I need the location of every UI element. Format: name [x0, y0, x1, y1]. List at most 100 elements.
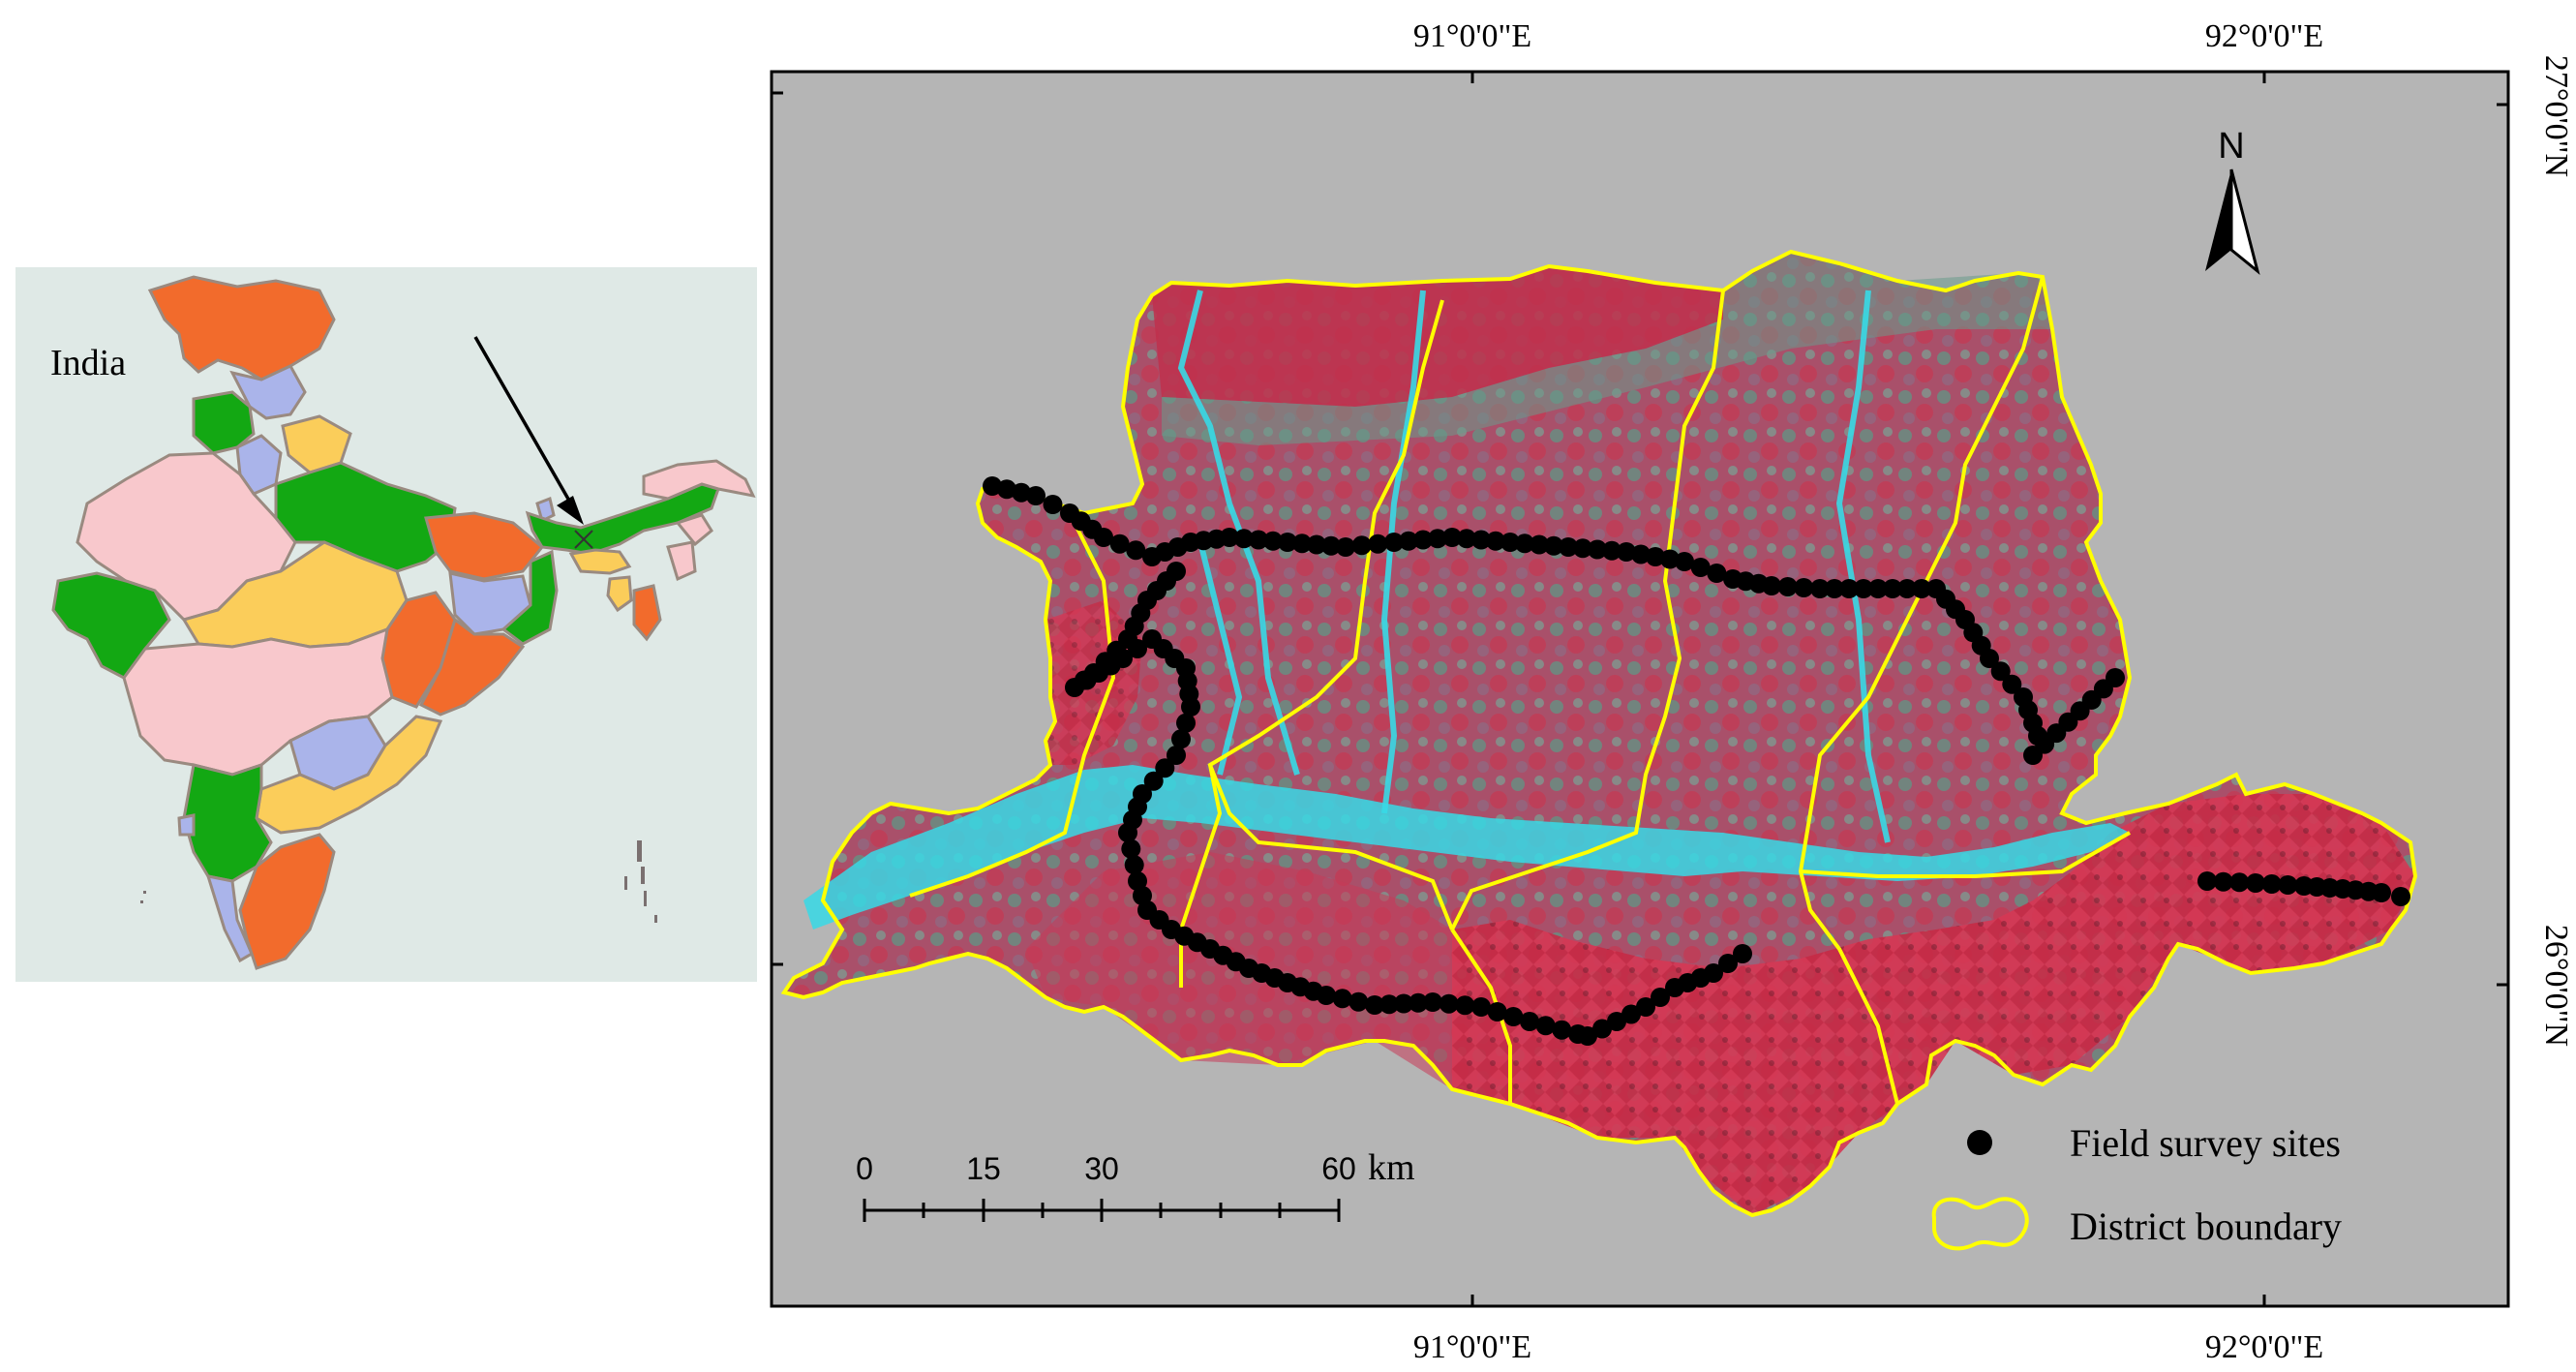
black-dot-icon [1967, 1130, 1992, 1155]
survey-site-dot [1423, 992, 1442, 1012]
survey-site-dot [1573, 538, 1592, 559]
survey-site-dot [1321, 535, 1341, 556]
scale-bar: 0 15 30 60 km [856, 1147, 1415, 1222]
northern-red-band [1152, 266, 1723, 407]
scale-tick-0: 0 [856, 1151, 873, 1186]
tributaries [1177, 290, 1891, 843]
survey-site-dot [1336, 537, 1355, 557]
survey-site-dot [2278, 875, 2298, 895]
survey-site-dot [1515, 534, 1534, 554]
state-meghalaya [568, 548, 632, 575]
survey-site-dot [1559, 537, 1578, 557]
survey-site-dot [1912, 579, 1931, 598]
survey-site-dot [1552, 1020, 1572, 1040]
survey-site-dot [1839, 579, 1859, 598]
survey-site-dot [1794, 578, 1814, 597]
survey-site-dot [1278, 533, 1297, 552]
survey-site-dot [1439, 993, 1459, 1014]
survey-site-dot [1409, 992, 1428, 1013]
state-karnataka [182, 762, 273, 883]
survey-site-dot [1854, 579, 1873, 598]
survey-site-dot [1368, 534, 1388, 554]
survey-site-dot [1535, 1016, 1556, 1036]
arrow-pointer-icon [473, 336, 584, 525]
state-bihar [424, 511, 545, 581]
survey-site-dot [2246, 873, 2265, 893]
survey-site-dot [1592, 1019, 1612, 1039]
survey-site-dot [1026, 486, 1046, 505]
survey-site-dot [1660, 549, 1680, 569]
state-andhra-pradesh [255, 715, 443, 835]
survey-site-dot [1176, 713, 1196, 733]
survey-site-dot [1607, 1012, 1626, 1031]
state-west-bengal [500, 549, 559, 646]
survey-site-dot [1234, 529, 1254, 549]
survey-site-dot [1442, 528, 1462, 547]
north-arrow-icon: N [2205, 126, 2260, 276]
survey-site-dot [1043, 495, 1063, 514]
survey-site-dot [1379, 994, 1399, 1015]
top-lon-label-92: 92°0'0"E [2205, 18, 2323, 54]
survey-site-dot [1980, 649, 1999, 668]
survey-site-dot [1500, 533, 1520, 552]
right-lat-label-26: 26°0'0"N [2538, 925, 2574, 1047]
survey-site-dot [1109, 534, 1130, 554]
survey-site-dot [1503, 1007, 1524, 1026]
survey-site-dot [2372, 883, 2391, 902]
state-goa [177, 813, 196, 837]
survey-site-dot [1777, 577, 1798, 596]
bottom-lon-label-92: 92°0'0"E [2205, 1329, 2323, 1365]
survey-site-dot [1428, 529, 1447, 549]
state-nagaland [675, 513, 713, 547]
survey-site-dot [1143, 771, 1164, 791]
survey-site-dot [1455, 995, 1475, 1016]
north-label: N [2218, 126, 2244, 167]
survey-site-dot [2197, 871, 2217, 891]
northern-teal-band [1162, 252, 2052, 445]
legend: Field survey sites District boundary [1931, 1121, 2342, 1251]
survey-site-dot [1646, 547, 1665, 566]
survey-site-dot [1486, 531, 1505, 551]
field-survey-sites [983, 476, 2410, 1046]
survey-site-dot [2391, 887, 2410, 906]
survey-site-dot [1631, 544, 1651, 564]
survey-site-dot [2002, 674, 2022, 694]
survey-site-dot [1718, 954, 1738, 973]
scale-tick-30: 30 [1084, 1151, 1119, 1186]
survey-site-dot [1471, 997, 1491, 1017]
survey-site-dot [1675, 552, 1694, 571]
axis-ticks [772, 72, 2508, 1306]
survey-site-dot [1351, 535, 1372, 556]
legend-label-district-boundary: District boundary [2070, 1204, 2342, 1248]
bottom-lon-label-91: 91°0'0"E [1413, 1329, 1531, 1365]
district-boundaries [780, 249, 2418, 1218]
survey-site-dot [1263, 531, 1283, 551]
survey-site-dot [1012, 482, 1031, 503]
survey-site-dot [1990, 661, 2011, 682]
survey-site-dot [1707, 564, 1727, 583]
scale-tick-15: 15 [966, 1151, 1001, 1186]
survey-site-dot [1868, 579, 1888, 598]
survey-site-dot [1113, 649, 1133, 668]
survey-site-dot [1762, 576, 1781, 595]
location-marker-icon [574, 530, 593, 549]
study-area-map: 91°0'0"E 92°0'0"E 91°0'0"E 92°0'0"E 27°0… [770, 18, 2574, 1365]
andaman-islands [140, 840, 657, 923]
right-lat-label-27: 27°0'0"N [2538, 55, 2574, 177]
survey-site-dot [997, 479, 1016, 500]
state-manipur [666, 540, 697, 582]
survey-site-dot [1825, 579, 1844, 598]
india-inset-map: India [15, 267, 757, 982]
survey-site-dot [1651, 988, 1670, 1007]
state-sikkim [535, 496, 556, 524]
survey-site-dot [1897, 579, 1917, 598]
india-states [51, 275, 756, 970]
survey-site-dot [983, 476, 1002, 496]
survey-site-dot [1292, 534, 1312, 554]
state-himachal [229, 364, 307, 420]
survey-site-dot [1471, 530, 1491, 550]
state-punjab [192, 390, 256, 455]
survey-site-dot [1365, 995, 1384, 1015]
survey-site-dot [1883, 579, 1902, 598]
